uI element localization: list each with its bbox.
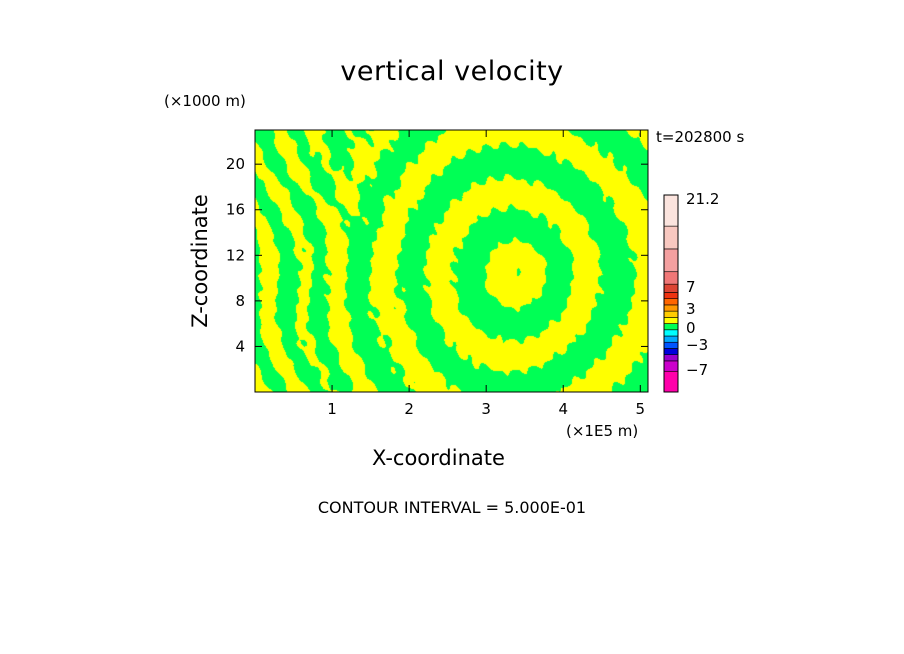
y-tick-label: 20	[226, 155, 245, 173]
chart-title: vertical velocity	[340, 56, 564, 87]
colorbar-segment	[663, 271, 679, 285]
velocity-field-raster	[255, 130, 648, 392]
colorbar-segment	[663, 298, 679, 306]
x-axis-label: X-coordinate	[372, 446, 505, 470]
y-axis-unit: (×1000 m)	[164, 92, 246, 110]
colorbar-label: 21.2	[686, 190, 719, 208]
colorbar-label: −3	[686, 336, 708, 354]
x-tick-label: 5	[636, 400, 646, 418]
colorbar-segment	[663, 317, 679, 324]
y-tick-label: 12	[226, 246, 245, 264]
colorbar-segment	[663, 194, 679, 227]
colorbar-segment	[663, 248, 679, 273]
colorbar-frame	[663, 194, 679, 393]
colorbar-segment	[663, 310, 679, 318]
plot-frame	[254, 129, 649, 393]
y-tick-label: 8	[235, 292, 245, 310]
colorbar-segment	[663, 292, 679, 299]
contour-interval-note: CONTOUR INTERVAL = 5.000E-01	[317, 498, 587, 517]
x-tick-label: 2	[404, 400, 414, 418]
y-tick-label: 4	[235, 337, 245, 355]
colorbar: 21.2 7 30−3 −7	[663, 190, 719, 393]
colorbar-segment	[663, 225, 679, 250]
colorbar-segment	[663, 335, 679, 343]
colorbar-segment	[663, 354, 679, 362]
colorbar-label: 0	[686, 319, 696, 337]
colorbar-segment	[663, 341, 679, 349]
colorbar-label: 3	[686, 300, 696, 318]
y-tick-label: 16	[226, 201, 245, 219]
x-axis-unit: (×1E5 m)	[566, 422, 639, 440]
colorbar-segment	[663, 370, 679, 393]
x-tick-label: 4	[558, 400, 568, 418]
colorbar-segment	[663, 360, 679, 372]
x-tick-label: 1	[327, 400, 337, 418]
colorbar-segment	[663, 304, 679, 312]
colorbar-segment	[663, 323, 679, 331]
x-tick-label: 3	[481, 400, 491, 418]
velocity-field	[255, 130, 648, 392]
time-label: t=202800 s	[656, 128, 745, 146]
colorbar-segment	[663, 283, 679, 293]
colorbar-segment	[663, 348, 679, 355]
colorbar-label: 7	[686, 278, 696, 296]
colorbar-segment	[663, 329, 679, 337]
colorbar-label: −7	[686, 361, 708, 379]
